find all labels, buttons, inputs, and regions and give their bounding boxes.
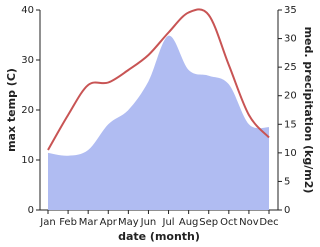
x-tick-label: Jul <box>162 217 175 228</box>
y2-tick-label: 0 <box>284 205 290 216</box>
precipitation-area <box>48 35 269 211</box>
y-tick-label: 30 <box>21 55 34 66</box>
y2-tick-label: 5 <box>284 176 290 187</box>
y-tick-label: 10 <box>21 155 34 166</box>
y2-tick-label: 20 <box>284 91 297 102</box>
x-tick-label: Sep <box>199 217 218 228</box>
x-tick-label: Oct <box>220 217 237 228</box>
y-tick-label: 20 <box>21 105 34 116</box>
x-tick-label: Dec <box>259 217 278 228</box>
y-tick-label: 0 <box>28 205 34 216</box>
x-tick-label: Aug <box>179 217 199 228</box>
temperature-line <box>47 8 270 151</box>
x-tick-label: Jan <box>39 217 55 228</box>
x-tick-label: Feb <box>59 217 77 228</box>
y2-tick-label: 10 <box>284 148 297 159</box>
y2-tick-label: 35 <box>284 5 297 16</box>
y2-tick-label: 30 <box>284 34 297 45</box>
x-tick-label: May <box>118 217 139 228</box>
y2-tick-label: 25 <box>284 62 297 73</box>
y2-tick-label: 15 <box>284 119 297 130</box>
x-tick-label: Apr <box>100 217 118 228</box>
y-axis-label: max temp (C) <box>5 68 18 152</box>
x-tick-label: Jun <box>140 217 157 228</box>
y2-axis-label: med. precipitation (kg/m2) <box>302 27 315 194</box>
y-tick-label: 40 <box>21 5 34 16</box>
x-tick-label: Mar <box>79 217 99 228</box>
x-tick-label: Nov <box>239 217 259 228</box>
x-axis-label: date (month) <box>118 230 200 243</box>
